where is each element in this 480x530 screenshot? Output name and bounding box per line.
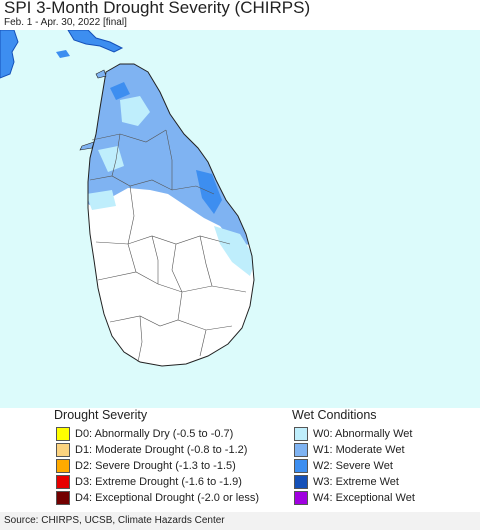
legend-item-d0: D0: Abnormally Dry (-0.5 to -0.7) bbox=[56, 426, 233, 442]
swatch-w0 bbox=[294, 427, 308, 441]
ocean bbox=[0, 30, 480, 408]
legend-item-d3: D3: Extreme Drought (-1.6 to -1.9) bbox=[56, 474, 242, 490]
legend-label-w0: W0: Abnormally Wet bbox=[313, 428, 413, 440]
swatch-w3 bbox=[294, 475, 308, 489]
legend-label-d0: D0: Abnormally Dry (-0.5 to -0.7) bbox=[75, 428, 234, 440]
island-outline bbox=[87, 63, 255, 367]
legend-label-d1: D1: Moderate Drought (-0.8 to -1.2) bbox=[75, 444, 248, 456]
legend-label-w2: W2: Severe Wet bbox=[313, 460, 393, 472]
legend-item-w3: W3: Extreme Wet bbox=[294, 474, 399, 490]
map-title: SPI 3-Month Drought Severity (CHIRPS) bbox=[4, 0, 311, 17]
footer: Source: CHIRPS, UCSB, Climate Hazards Ce… bbox=[0, 512, 480, 530]
legend-item-d4: D4: Exceptional Drought (-2.0 or less) bbox=[56, 490, 259, 506]
map-header: SPI 3-Month Drought Severity (CHIRPS) Fe… bbox=[0, 0, 480, 30]
wet-zone-w0-patch-2 bbox=[98, 146, 124, 172]
legend-label-w1: W1: Moderate Wet bbox=[313, 444, 405, 456]
wet-legend-title: Wet Conditions bbox=[292, 408, 377, 422]
wet-zone-w0-patch-3 bbox=[88, 190, 116, 210]
swatch-d2 bbox=[56, 459, 70, 473]
swatch-w4 bbox=[294, 491, 308, 505]
legend-item-d2: D2: Severe Drought (-1.3 to -1.5) bbox=[56, 458, 236, 474]
wet-zone-w0-east bbox=[214, 226, 254, 276]
legend-label-d4: D4: Exceptional Drought (-2.0 or less) bbox=[75, 492, 260, 504]
legend-label-d2: D2: Severe Drought (-1.3 to -1.5) bbox=[75, 460, 236, 472]
swatch-d1 bbox=[56, 443, 70, 457]
legend: Drought Severity D0: Abnormally Dry (-0.… bbox=[0, 408, 480, 512]
district-boundaries bbox=[89, 129, 247, 363]
jaffna-islets bbox=[95, 69, 107, 79]
drought-legend-title: Drought Severity bbox=[54, 408, 148, 422]
india-coast-east bbox=[67, 30, 124, 53]
swatch-d3 bbox=[56, 475, 70, 489]
legend-item-w4: W4: Exceptional Wet bbox=[294, 490, 415, 506]
swatch-w2 bbox=[294, 459, 308, 473]
wet-zone-w0-patch-1 bbox=[120, 96, 150, 126]
swatch-d4 bbox=[56, 491, 70, 505]
mannar-island bbox=[79, 141, 95, 151]
legend-item-w0: W0: Abnormally Wet bbox=[294, 426, 412, 442]
drought-map bbox=[0, 30, 480, 408]
sri-lanka bbox=[88, 64, 254, 366]
legend-label-w4: W4: Exceptional Wet bbox=[313, 492, 415, 504]
swatch-d0 bbox=[56, 427, 70, 441]
swatch-w1 bbox=[294, 443, 308, 457]
legend-label-w3: W3: Extreme Wet bbox=[313, 476, 399, 488]
india-coast-islet bbox=[56, 50, 70, 58]
map-subtitle: Feb. 1 - Apr. 30, 2022 [final] bbox=[4, 17, 127, 28]
legend-item-w2: W2: Severe Wet bbox=[294, 458, 393, 474]
legend-item-w1: W1: Moderate Wet bbox=[294, 442, 405, 458]
wet-zone-w2-north bbox=[110, 82, 130, 100]
india-coast bbox=[0, 30, 19, 79]
source-credit: Source: CHIRPS, UCSB, Climate Hazards Ce… bbox=[4, 515, 225, 526]
legend-label-d3: D3: Extreme Drought (-1.6 to -1.9) bbox=[75, 476, 242, 488]
legend-item-d1: D1: Moderate Drought (-0.8 to -1.2) bbox=[56, 442, 247, 458]
